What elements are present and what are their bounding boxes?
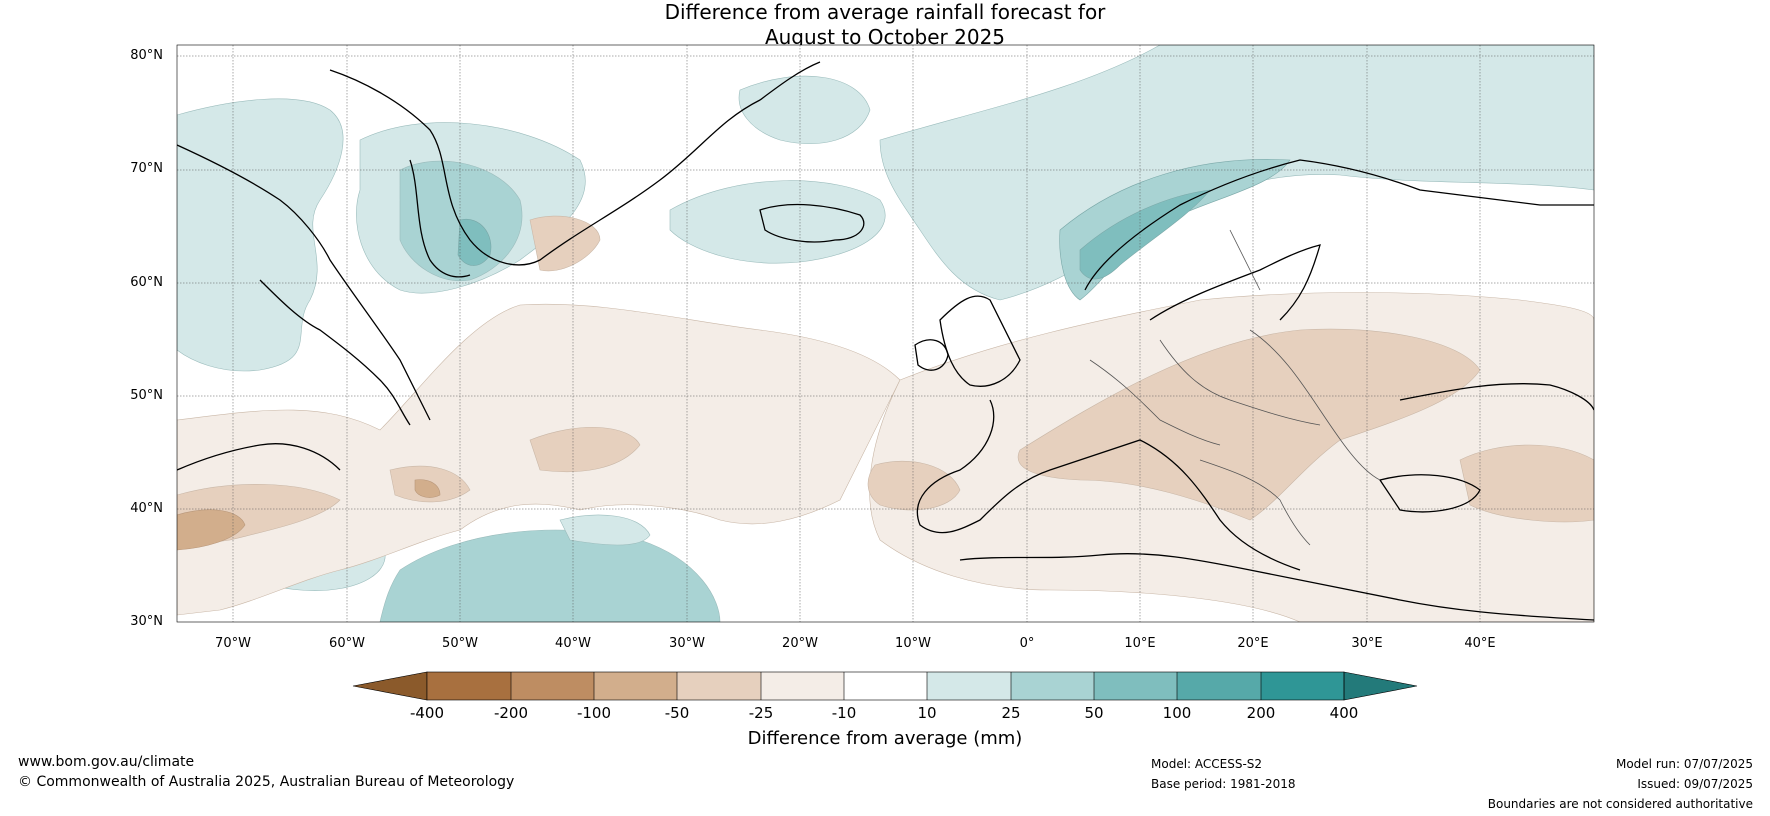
map-title: Difference from average rainfall forecas… <box>0 0 1770 50</box>
lat-label-50n: 50°N <box>130 388 163 403</box>
colorbar-bin-1 <box>427 672 511 700</box>
colorbar-tick: 400 <box>1329 704 1359 722</box>
colorbar-low-extend <box>352 671 428 701</box>
footer-model-run: Model run: 07/07/2025 <box>1615 757 1753 771</box>
lon-label-10e: 10°E <box>1124 636 1156 651</box>
coastline-iceland <box>759 203 865 243</box>
colorbar-tick: 25 <box>1001 704 1021 722</box>
colorbar-bin-11 <box>1261 672 1344 700</box>
colorbar-tick: -25 <box>748 704 774 722</box>
dry-region-west-atlantic-core <box>177 509 246 551</box>
colorbar-label: Difference from average (mm) <box>747 728 1023 749</box>
coastline-baltic <box>1149 244 1321 321</box>
lat-label-30n: 30°N <box>130 614 163 629</box>
border-central-europe-1 <box>1089 359 1221 446</box>
colorbar-tick: 100 <box>1162 704 1192 722</box>
lon-label-40w: 40°W <box>555 636 591 651</box>
coastline-black-sea <box>1378 474 1481 513</box>
wet-region-norway-coast <box>1079 189 1211 280</box>
coastline-british-isles <box>939 295 1021 387</box>
lon-label-20w: 20°W <box>782 636 818 651</box>
coastline-labrador <box>259 279 411 426</box>
coastlines <box>177 61 1594 621</box>
colorbar-tick: 200 <box>1246 704 1276 722</box>
colorbar-bin-7 <box>927 672 1011 700</box>
lon-label-70w: 70°W <box>215 636 251 651</box>
colorbar-tick: -400 <box>409 704 445 722</box>
colorbar-tick: 10 <box>917 704 937 722</box>
colorbar-high-extend <box>1343 671 1418 701</box>
lon-label-30w: 30°W <box>669 636 705 651</box>
wet-region-scandinavia <box>1059 159 1291 301</box>
colorbar-bin-5 <box>761 672 844 700</box>
wet-region-greenland-deep <box>457 218 492 266</box>
border-balkans <box>1199 459 1311 546</box>
dry-region-central-atlantic <box>529 426 641 472</box>
colorbar-tick: -50 <box>664 704 690 722</box>
colorbar-tick: -10 <box>831 704 857 722</box>
wet-region-mid-atlantic-south-light <box>559 514 651 546</box>
wet-region-iceland <box>669 180 886 264</box>
map-frame <box>176 44 1595 623</box>
coastline-ireland <box>914 339 949 371</box>
lon-label-30e: 30°E <box>1351 636 1383 651</box>
dry-region-east-europe <box>1017 328 1481 521</box>
border-scandinavia <box>1229 229 1261 291</box>
coastline-east-europe <box>1399 383 1594 411</box>
border-central-europe-2 <box>1159 339 1321 426</box>
dry-region-mid-atlantic-core <box>414 479 441 498</box>
lon-label-50w: 50°W <box>442 636 478 651</box>
coastline-greenland <box>329 61 821 266</box>
colorbar-tick: 50 <box>1084 704 1104 722</box>
lon-label-20e: 20°E <box>1237 636 1269 651</box>
footer-model: Model: ACCESS-S2 <box>1151 757 1263 771</box>
coastline-western-europe <box>916 399 1301 571</box>
colorbar-bin-3 <box>594 672 677 700</box>
dry-region-iberia <box>867 460 961 511</box>
footer-base-period: Base period: 1981-2018 <box>1151 777 1296 791</box>
wet-region-mid-atlantic-south <box>379 529 721 622</box>
wet-region-north-atlantic <box>738 75 871 145</box>
title-line-1: Difference from average rainfall forecas… <box>664 0 1106 24</box>
coastline-north-america-east <box>177 443 341 471</box>
colorbar-tick: -200 <box>493 704 529 722</box>
colorbar-bin-4 <box>677 672 761 700</box>
coastline-mediterranean <box>959 553 1594 621</box>
wet-region-greenland-west <box>177 98 344 372</box>
colorbar-dividers <box>510 672 1262 700</box>
colorbar-bin-9 <box>1094 672 1177 700</box>
graticule <box>177 45 1594 622</box>
footer-site-link[interactable]: www.bom.gov.au/climate <box>18 754 195 770</box>
border-eastern-europe <box>1249 329 1381 481</box>
colorbar-bin-2 <box>511 672 594 700</box>
lon-label-0: 0° <box>1019 636 1035 651</box>
rainfall-anomaly-layer <box>177 45 1594 622</box>
colorbar <box>352 671 1418 701</box>
colorbar-bin-8 <box>1011 672 1094 700</box>
footer-issued: Issued: 09/07/2025 <box>1637 777 1753 791</box>
colorbar-bin-10 <box>1177 672 1261 700</box>
coastline-scandinavia <box>1084 159 1594 291</box>
lat-label-80n: 80°N <box>130 48 163 63</box>
coastline-baffin <box>177 144 431 421</box>
coastline-greenland-west <box>409 159 471 278</box>
lon-label-40e: 40°E <box>1464 636 1496 651</box>
lon-label-60w: 60°W <box>329 636 365 651</box>
lon-label-10w: 10°W <box>895 636 931 651</box>
dry-region-greenland-southeast <box>529 215 601 272</box>
dry-region-turkey <box>1459 444 1594 523</box>
footer-copyright: © Commonwealth of Australia 2025, Austra… <box>18 774 515 790</box>
colorbar-bin-6 <box>844 672 927 700</box>
colorbar-frame <box>426 671 1345 701</box>
footer-boundaries-note: Boundaries are not considered authoritat… <box>1487 797 1753 811</box>
country-borders <box>1089 229 1381 546</box>
colorbar-tick: -100 <box>576 704 612 722</box>
lat-label-70n: 70°N <box>130 161 163 176</box>
lat-label-60n: 60°N <box>130 275 163 290</box>
lat-label-40n: 40°N <box>130 501 163 516</box>
